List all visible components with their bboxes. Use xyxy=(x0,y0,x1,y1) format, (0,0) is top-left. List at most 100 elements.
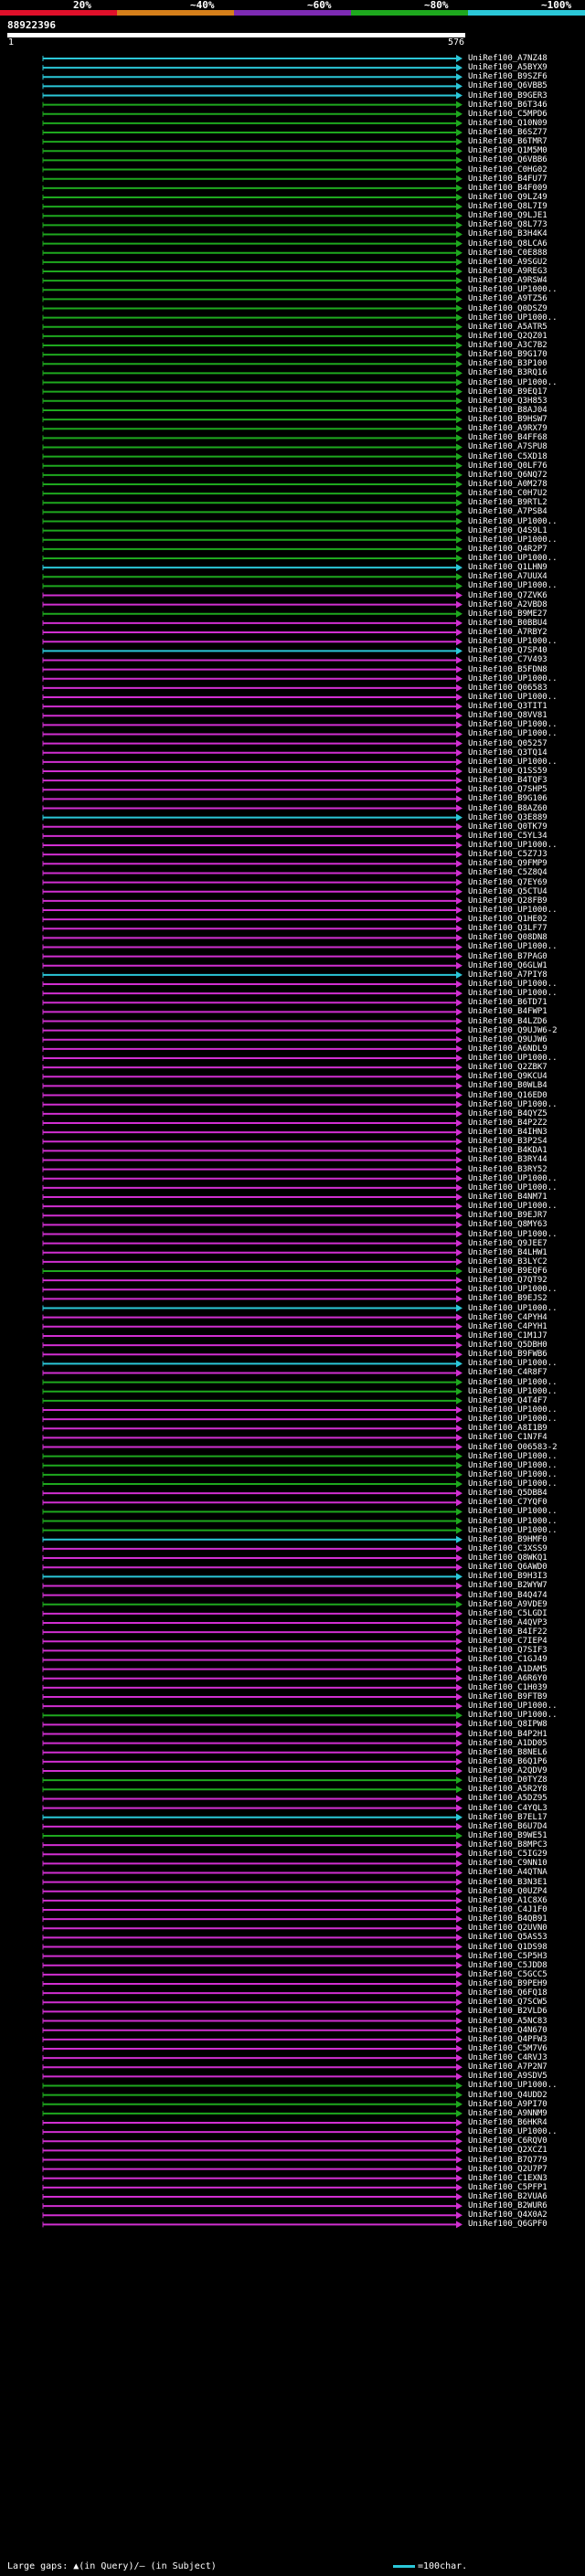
hit-label[interactable]: UniRef100_Q7SCW5 xyxy=(468,1998,548,2008)
hit-label[interactable]: UniRef100_B4KDA1 xyxy=(468,1146,548,1156)
hit-label[interactable]: UniRef100_B8AJ04 xyxy=(468,405,548,415)
hit-label[interactable]: UniRef100_C0E888 xyxy=(468,248,548,258)
hit-label[interactable]: UniRef100_B2WUR6 xyxy=(468,2201,548,2211)
hit-label[interactable]: UniRef100_B4QB91 xyxy=(468,1914,548,1924)
hit-label[interactable]: UniRef100_Q0DSZ9 xyxy=(468,303,548,313)
hit-label[interactable]: UniRef100_B6T346 xyxy=(468,100,548,110)
hit-label[interactable]: UniRef100_B7EL17 xyxy=(468,1812,548,1822)
hit-label[interactable]: UniRef100_A9PI70 xyxy=(468,2099,548,2109)
hit-label[interactable]: UniRef100_Q1LHN9 xyxy=(468,563,548,573)
hit-label[interactable]: UniRef100_Q1DS98 xyxy=(468,1942,548,1952)
hit-label[interactable]: UniRef100_UP1000.. xyxy=(468,1460,558,1470)
hit-label[interactable]: UniRef100_Q5CTU4 xyxy=(468,886,548,896)
hit-label[interactable]: UniRef100_UP1000.. xyxy=(468,1202,558,1212)
hit-label[interactable]: UniRef100_Q06583 xyxy=(468,683,548,693)
hit-label[interactable]: UniRef100_B4FWP1 xyxy=(468,1007,548,1017)
hit-label[interactable]: UniRef100_UP1000.. xyxy=(468,729,558,739)
hit-label[interactable]: UniRef100_UP1000.. xyxy=(468,757,558,767)
hit-label[interactable]: UniRef100_B9FTB9 xyxy=(468,1692,548,1701)
hit-label[interactable]: UniRef100_B4Q474 xyxy=(468,1590,548,1600)
hit-label[interactable]: UniRef100_UP1000.. xyxy=(468,1479,558,1489)
hit-label[interactable]: UniRef100_C5Z7J3 xyxy=(468,850,548,860)
hit-label[interactable]: UniRef100_Q16ED0 xyxy=(468,1090,548,1100)
hit-label[interactable]: UniRef100_UP1000.. xyxy=(468,1285,558,1295)
hit-label[interactable]: UniRef100_A1DAM5 xyxy=(468,1664,548,1674)
hit-label[interactable]: UniRef100_D0TYZ8 xyxy=(468,1776,548,1786)
hit-label[interactable]: UniRef100_C1M1J7 xyxy=(468,1330,548,1341)
hit-label[interactable]: UniRef100_UP1000.. xyxy=(468,535,558,545)
hit-label[interactable]: UniRef100_A5DZ95 xyxy=(468,1794,548,1804)
hit-label[interactable]: UniRef100_Q6VBB5 xyxy=(468,81,548,91)
hit-label[interactable]: UniRef100_B9RTL2 xyxy=(468,498,548,508)
hit-label[interactable]: UniRef100_C3XSS9 xyxy=(468,1543,548,1553)
hit-label[interactable]: UniRef100_Q6GPF0 xyxy=(468,2220,548,2230)
hit-label[interactable]: UniRef100_B6TD71 xyxy=(468,998,548,1008)
hit-label[interactable]: UniRef100_B5FDN8 xyxy=(468,664,548,674)
hit-label[interactable]: UniRef100_UP1000.. xyxy=(468,1303,558,1313)
hit-label[interactable]: UniRef100_B6U7D4 xyxy=(468,1821,548,1831)
hit-label[interactable]: UniRef100_C7IEP4 xyxy=(468,1637,548,1647)
hit-label[interactable]: UniRef100_B9SZF6 xyxy=(468,72,548,82)
hit-label[interactable]: UniRef100_Q7SIF3 xyxy=(468,1646,548,1656)
hit-label[interactable]: UniRef100_UP1000.. xyxy=(468,980,558,989)
hit-label[interactable]: UniRef100_Q0TK79 xyxy=(468,822,548,832)
hit-label[interactable]: UniRef100_B9FWB6 xyxy=(468,1350,548,1360)
hit-label[interactable]: UniRef100_Q2UVN0 xyxy=(468,1924,548,1934)
hit-label[interactable]: UniRef100_A7PSB4 xyxy=(468,507,548,517)
hit-label[interactable]: UniRef100_A4QTNA xyxy=(468,1868,548,1878)
hit-label[interactable]: UniRef100_C0HG02 xyxy=(468,164,548,175)
hit-label[interactable]: UniRef100_A9SDV5 xyxy=(468,2072,548,2082)
hit-label[interactable]: UniRef100_Q8VV81 xyxy=(468,711,548,721)
hit-label[interactable]: UniRef100_A6NDL9 xyxy=(468,1044,548,1054)
hit-label[interactable]: UniRef100_UP1000.. xyxy=(468,1386,558,1396)
hit-label[interactable]: UniRef100_C5MPD6 xyxy=(468,109,548,119)
hit-label[interactable]: UniRef100_UP1000.. xyxy=(468,1359,558,1369)
hit-label[interactable]: UniRef100_B7Q779 xyxy=(468,2155,548,2165)
hit-label[interactable]: UniRef100_B2VLD6 xyxy=(468,2007,548,2017)
hit-label[interactable]: UniRef100_UP1000.. xyxy=(468,942,558,952)
hit-label[interactable]: UniRef100_C4RVJ3 xyxy=(468,2053,548,2063)
hit-label[interactable]: UniRef100_C5PFP1 xyxy=(468,2182,548,2192)
hit-label[interactable]: UniRef100_A3C7B2 xyxy=(468,341,548,351)
hit-label[interactable]: UniRef100_Q8L773 xyxy=(468,220,548,230)
hit-label[interactable]: UniRef100_UP1000.. xyxy=(468,841,558,851)
hit-label[interactable]: UniRef100_Q4UDD2 xyxy=(468,2090,548,2100)
hit-label[interactable]: UniRef100_B8AZ60 xyxy=(468,803,548,813)
hit-label[interactable]: UniRef100_UP1000.. xyxy=(468,1516,558,1526)
hit-label[interactable]: UniRef100_UP1000.. xyxy=(468,1415,558,1425)
hit-label[interactable]: UniRef100_Q3H853 xyxy=(468,396,548,406)
hit-label[interactable]: UniRef100_UP1000.. xyxy=(468,637,558,647)
hit-label[interactable]: UniRef100_A7SPU8 xyxy=(468,442,548,452)
hit-label[interactable]: UniRef100_B4TQF3 xyxy=(468,776,548,786)
hit-label[interactable]: UniRef100_UP1000.. xyxy=(468,2081,558,2091)
hit-label[interactable]: UniRef100_C4YQL3 xyxy=(468,1803,548,1813)
hit-label[interactable]: UniRef100_B2VUA6 xyxy=(468,2192,548,2202)
hit-label[interactable]: UniRef100_A5R2Y8 xyxy=(468,1785,548,1795)
hit-label[interactable]: UniRef100_B4IHN3 xyxy=(468,1128,548,1138)
hit-label[interactable]: UniRef100_B0BBU4 xyxy=(468,618,548,628)
hit-label[interactable]: UniRef100_Q1SS59 xyxy=(468,767,548,776)
hit-label[interactable]: UniRef100_UP1000.. xyxy=(468,581,558,591)
hit-label[interactable]: UniRef100_Q7QT92 xyxy=(468,1276,548,1286)
hit-label[interactable]: UniRef100_C1H039 xyxy=(468,1682,548,1692)
hit-label[interactable]: UniRef100_Q9FMP9 xyxy=(468,859,548,869)
hit-label[interactable]: UniRef100_Q7ZVK6 xyxy=(468,590,548,600)
hit-label[interactable]: UniRef100_A7NZ48 xyxy=(468,54,548,63)
hit-label[interactable]: UniRef100_A9SGU2 xyxy=(468,257,548,267)
hit-label[interactable]: UniRef100_C4R8F7 xyxy=(468,1368,548,1378)
hit-label[interactable]: UniRef100_Q2U7P7 xyxy=(468,2164,548,2174)
hit-label[interactable]: UniRef100_C4PYH4 xyxy=(468,1312,548,1322)
hit-label[interactable]: UniRef100_B3P2S4 xyxy=(468,1137,548,1147)
hit-label[interactable]: UniRef100_UP1000.. xyxy=(468,1711,558,1721)
hit-label[interactable]: UniRef100_UP1000.. xyxy=(468,720,558,730)
hit-label[interactable]: UniRef100_UP1000.. xyxy=(468,1701,558,1712)
hit-label[interactable]: UniRef100_Q5AS53 xyxy=(468,1933,548,1943)
hit-label[interactable]: UniRef100_Q4S9L1 xyxy=(468,525,548,535)
hit-label[interactable]: UniRef100_A5NC83 xyxy=(468,2016,548,2026)
hit-label[interactable]: UniRef100_Q8L7I9 xyxy=(468,202,548,212)
hit-label[interactable]: UniRef100_UP1000.. xyxy=(468,313,558,323)
hit-label[interactable]: UniRef100_UP1000.. xyxy=(468,1451,558,1461)
hit-label[interactable]: UniRef100_UP1000.. xyxy=(468,1377,558,1387)
hit-label[interactable]: UniRef100_B0WLB4 xyxy=(468,1081,548,1091)
hit-label[interactable]: UniRef100_B6TMR7 xyxy=(468,137,548,147)
